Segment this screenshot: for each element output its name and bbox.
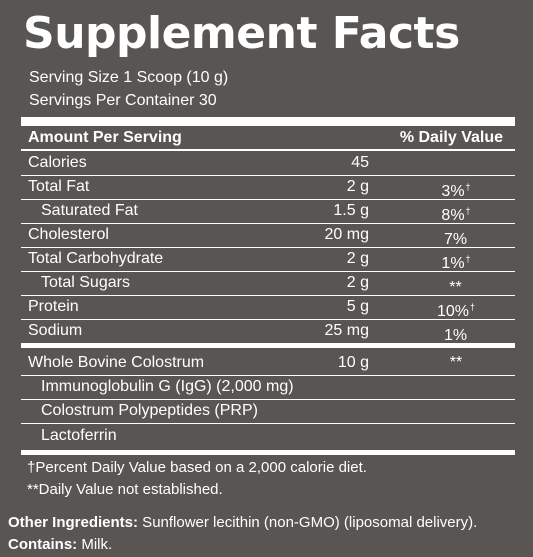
nutrient-row: Saturated Fat 1.5 g 8%† — [21, 199, 515, 224]
nutrient-name: Cholesterol — [28, 226, 109, 243]
row-divider — [21, 319, 515, 320]
thick-divider — [21, 117, 515, 126]
row-divider — [21, 199, 515, 200]
nutrient-amount: 5 g — [346, 298, 369, 315]
nutrient-row: Total Carbohydrate 2 g 1%† — [21, 247, 515, 272]
blend-component-row: Immunoglobulin G (IgG) (2,000 mg) — [21, 375, 515, 399]
nutrient-amount: 20 mg — [324, 226, 369, 243]
contains-statement: Contains: Milk. — [8, 535, 112, 555]
nutrient-name: Total Fat — [28, 178, 90, 195]
amount-per-serving-label: Amount Per Serving — [28, 129, 182, 146]
nutrient-row: Protein 5 g 10%† — [21, 295, 515, 320]
nutrient-dv: 3%† — [441, 182, 471, 200]
blend-amount: 10 g — [337, 354, 369, 371]
row-divider — [21, 175, 515, 176]
other-ingredients-text: Sunflower lecithin (non-GMO) (liposomal … — [138, 514, 478, 531]
other-ingredients: Other Ingredients: Sunflower lecithin (n… — [8, 513, 477, 533]
blend-name: Whole Bovine Colostrum — [28, 354, 205, 371]
nutrient-row: Calories 45 — [21, 151, 515, 175]
blend-component: Lactoferrin — [41, 427, 117, 444]
contains-text: Milk. — [77, 536, 113, 553]
daily-value-label: % Daily Value — [399, 129, 503, 146]
row-divider — [21, 247, 515, 248]
servings-per-container: Servings Per Container 30 — [29, 92, 217, 109]
blend-component-row: Colostrum Polypeptides (PRP) — [21, 399, 515, 423]
nutrient-dv: 1% — [443, 327, 468, 344]
nutrient-amount: 2 g — [346, 178, 369, 195]
footnote-daily-value: †Percent Daily Value based on a 2,000 ca… — [27, 459, 367, 476]
header-divider — [21, 149, 515, 151]
row-divider — [21, 423, 515, 424]
serving-size: Serving Size 1 Scoop (10 g) — [29, 69, 229, 86]
nutrient-row: Total Fat 2 g 3%† — [21, 175, 515, 200]
nutrient-dv: ** — [449, 279, 462, 296]
nutrient-amount: 1.5 g — [333, 202, 369, 219]
nutrient-dv: 8%† — [441, 206, 471, 224]
row-divider — [21, 223, 515, 224]
row-divider — [21, 295, 515, 296]
nutrient-amount: 45 — [351, 154, 369, 171]
footnote-not-established: **Daily Value not established. — [27, 481, 223, 498]
medium-divider — [21, 450, 515, 455]
nutrient-row: Cholesterol 20 mg 7% — [21, 223, 515, 248]
nutrient-row: Total Sugars 2 g ** — [21, 271, 515, 296]
nutrient-name: Sodium — [28, 322, 83, 339]
nutrient-name: Total Carbohydrate — [28, 250, 164, 267]
nutrient-amount: 25 mg — [324, 322, 369, 339]
contains-label: Contains: — [8, 536, 78, 553]
blend-component-row: Lactoferrin — [21, 424, 515, 448]
nutrient-name: Protein — [28, 298, 79, 315]
blend-row: Whole Bovine Colostrum 10 g ** — [21, 351, 515, 375]
other-ingredients-label: Other Ingredients: — [8, 514, 139, 531]
table-header: Amount Per Serving % Daily Value — [21, 126, 515, 150]
nutrient-amount: 2 g — [346, 274, 369, 291]
nutrient-dv: 1%† — [441, 254, 471, 272]
row-divider — [21, 375, 515, 376]
nutrient-name: Saturated Fat — [41, 202, 138, 219]
panel-title: Supplement Facts — [23, 8, 460, 59]
row-divider — [21, 271, 515, 272]
supplement-facts-panel: Supplement Facts Serving Size 1 Scoop (1… — [21, 0, 515, 509]
row-divider — [21, 399, 515, 400]
nutrient-dv: 10%† — [436, 302, 476, 320]
nutrient-row: Sodium 25 mg 1% — [21, 319, 515, 344]
nutrient-amount: 2 g — [346, 250, 369, 267]
blend-component: Immunoglobulin G (IgG) (2,000 mg) — [41, 378, 294, 395]
nutrient-name: Calories — [28, 154, 87, 171]
blend-component: Colostrum Polypeptides (PRP) — [41, 402, 258, 419]
blend-dv: ** — [449, 354, 463, 371]
nutrient-dv: 7% — [443, 231, 468, 248]
medium-divider — [21, 343, 515, 348]
nutrient-name: Total Sugars — [41, 274, 130, 291]
